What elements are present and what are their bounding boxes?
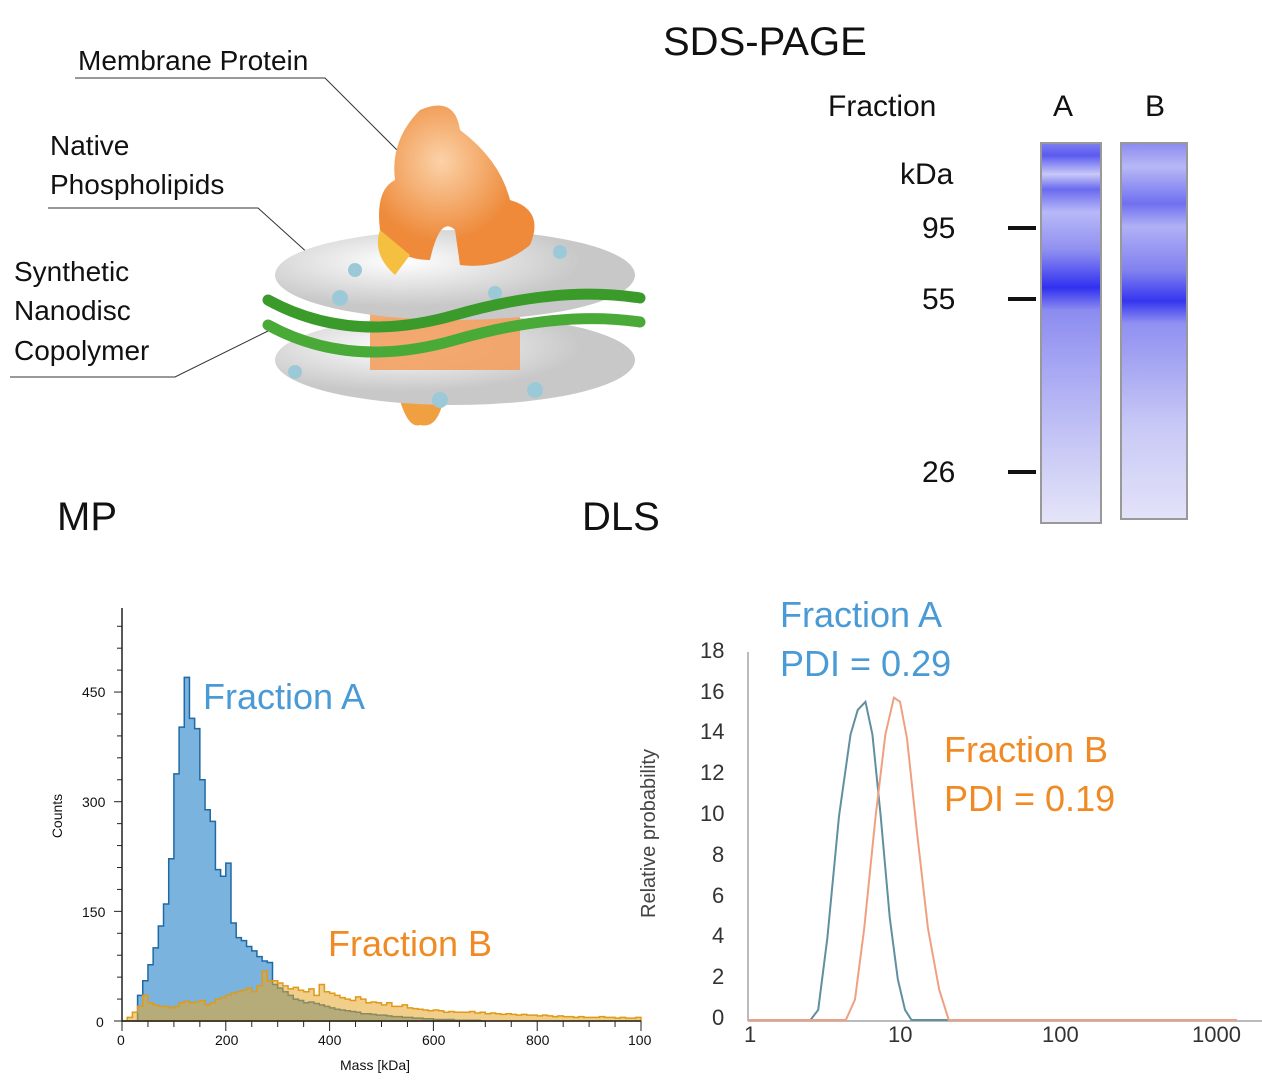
- dls-line-fraction-a: [748, 699, 1237, 1021]
- dls-annotation-pdi-b: PDI = 0.19: [944, 778, 1116, 819]
- mp-xtick: 600: [422, 1032, 446, 1048]
- lane-label-b: B: [1145, 90, 1166, 123]
- fraction-label: Fraction: [828, 90, 937, 123]
- dls-ytick: 12: [700, 760, 725, 786]
- label-native-1: Native: [50, 130, 130, 161]
- mp-histogram-fraction-b: [122, 970, 642, 1022]
- gel-lane-b: [1120, 142, 1188, 520]
- mp-title: MP: [57, 495, 117, 539]
- dls-xtick: 100: [1042, 1022, 1079, 1047]
- mp-xtick: 400: [318, 1032, 342, 1048]
- gel-lane-a: [1040, 142, 1102, 524]
- mp-ytick: 150: [82, 904, 106, 920]
- mp-annotation-fraction-b: Fraction B: [328, 923, 493, 964]
- dls-ytick: 18: [700, 637, 725, 663]
- label-synthetic-1: Synthetic: [14, 256, 130, 287]
- mp-xtick: 800: [526, 1032, 550, 1048]
- dls-xtick: 1000: [1192, 1022, 1241, 1047]
- dls-y-axis-label: Relative probability: [637, 749, 660, 918]
- mp-xtick: 200: [215, 1032, 239, 1048]
- dls-annotation-pdi-a: PDI = 0.29: [780, 643, 952, 684]
- dls-ytick: 14: [700, 719, 725, 745]
- dls-annotation-fraction-a: Fraction A: [780, 594, 943, 635]
- nanodisc-graphic: [10, 77, 646, 426]
- label-native-2: Phospholipids: [50, 169, 225, 200]
- dls-annotation-fraction-b: Fraction B: [944, 729, 1109, 770]
- dls-xtick: 1: [744, 1022, 757, 1047]
- dls-line-fraction-b: [748, 696, 1237, 1021]
- sds-page-title: SDS-PAGE: [663, 20, 867, 64]
- mp-annotation-fraction-a: Fraction A: [203, 676, 366, 717]
- marker-label-26: 26: [922, 456, 956, 489]
- kda-unit-label: kDa: [900, 158, 954, 191]
- dls-ytick: 0: [712, 1005, 725, 1030]
- marker-label-95: 95: [922, 212, 956, 245]
- marker-tick-55: [1008, 297, 1036, 301]
- marker-label-55: 55: [922, 283, 956, 316]
- dls-title: DLS: [582, 495, 660, 539]
- dls-ytick: 8: [712, 841, 725, 867]
- dls-ytick: 6: [712, 882, 725, 908]
- dls-xtick: 10: [888, 1022, 913, 1047]
- mp-x-axis-label: Mass [kDa]: [340, 1057, 411, 1073]
- marker-tick-95: [1008, 226, 1036, 230]
- dls-ytick: 16: [700, 678, 725, 704]
- dls-ytick: 2: [712, 964, 725, 990]
- label-synthetic-3: Copolymer: [14, 335, 150, 366]
- label-synthetic-2: Nanodisc: [14, 295, 131, 326]
- marker-tick-26: [1008, 470, 1036, 474]
- mp-ytick: 0: [96, 1014, 104, 1030]
- mp-ytick: 450: [82, 684, 106, 700]
- mp-xtick: 0: [117, 1032, 125, 1048]
- dls-ytick: 4: [712, 923, 725, 949]
- lane-label-a: A: [1053, 90, 1074, 123]
- mp-xtick: 100: [628, 1032, 652, 1048]
- label-membrane-protein: Membrane Protein: [78, 45, 309, 76]
- mp-ytick: 300: [82, 794, 106, 810]
- dls-ytick: 10: [700, 801, 725, 826]
